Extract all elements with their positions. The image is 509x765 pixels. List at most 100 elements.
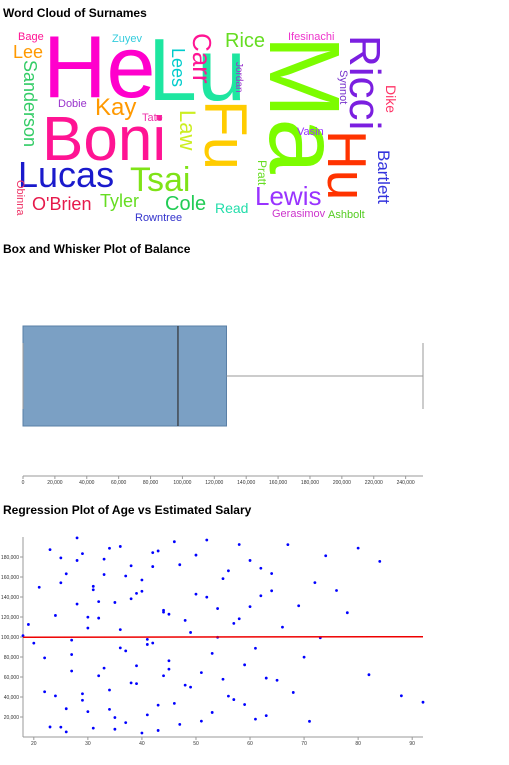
point: [378, 560, 382, 563]
point: [86, 626, 90, 630]
point: [97, 616, 101, 620]
word: Bage: [18, 31, 44, 43]
x-tick-label: 80: [355, 741, 361, 747]
point: [140, 731, 144, 735]
point: [308, 719, 311, 723]
point: [64, 707, 68, 711]
word: Pratt: [255, 160, 269, 186]
point: [221, 577, 225, 581]
word: Lu: [148, 20, 246, 119]
chart-title: Box and Whisker Plot of Balance: [3, 242, 191, 256]
point: [43, 656, 47, 660]
point: [264, 714, 268, 718]
y-tick-label: 80,000: [4, 655, 20, 661]
x-tick-label: 180,000: [301, 480, 319, 486]
point: [59, 581, 63, 585]
word: Bartlett: [374, 150, 393, 204]
point: [156, 549, 160, 553]
point: [270, 572, 274, 575]
point: [54, 694, 57, 698]
point: [135, 591, 138, 595]
point: [297, 604, 301, 608]
point: [243, 663, 247, 667]
point: [199, 671, 203, 674]
word: Lees: [168, 48, 188, 87]
point: [254, 717, 257, 721]
word: Fu: [192, 100, 259, 170]
point: [281, 625, 284, 629]
point: [113, 601, 117, 604]
word: Ifesinachi: [288, 31, 334, 43]
point: [205, 595, 209, 599]
x-tick-label: 140,000: [237, 480, 255, 486]
word: Cole: [165, 193, 206, 215]
point: [194, 592, 198, 596]
word: Boni: [42, 105, 166, 174]
point: [108, 688, 111, 692]
word: He: [43, 17, 156, 116]
word: Gerasimov: [272, 208, 326, 220]
point: [178, 563, 182, 567]
box: [22, 325, 227, 427]
word: Sanderson: [20, 60, 40, 147]
point: [178, 722, 182, 726]
point: [183, 619, 187, 622]
word: Tyler: [100, 191, 139, 211]
x-tick-label: 70: [301, 741, 307, 747]
word: Hu: [316, 130, 378, 200]
point: [421, 700, 425, 704]
point: [302, 655, 306, 659]
x-tick-label: 120,000: [205, 480, 223, 486]
point: [48, 725, 52, 729]
point: [113, 716, 117, 719]
word: Tsai: [130, 161, 190, 199]
x-tick-label: 90: [409, 741, 415, 747]
point: [81, 692, 84, 696]
y-tick-label: 160,000: [1, 575, 19, 581]
word: Kay: [95, 94, 136, 121]
point: [70, 653, 74, 656]
x-tick-label: 100,000: [173, 480, 191, 486]
word: Ricci: [340, 35, 389, 130]
y-tick-label: 60,000: [4, 675, 20, 681]
point: [145, 637, 149, 641]
point: [345, 611, 349, 615]
word: Zuyev: [112, 33, 142, 45]
point: [151, 641, 155, 645]
point: [270, 589, 274, 593]
word: Synnot: [337, 70, 349, 104]
x-tick-label: 60: [247, 741, 253, 747]
point: [237, 543, 241, 546]
point: [140, 578, 144, 582]
point: [37, 585, 41, 589]
word: Vasin: [297, 126, 324, 138]
point: [335, 589, 338, 592]
y-tick-label: 100,000: [1, 635, 19, 641]
point: [64, 572, 68, 576]
point: [199, 719, 203, 723]
point: [324, 554, 328, 558]
point: [264, 676, 268, 680]
point: [275, 678, 279, 682]
word: Jordan: [233, 62, 244, 93]
point: [210, 651, 214, 655]
x-tick-label: 240,000: [397, 480, 415, 486]
point: [237, 617, 241, 621]
point: [102, 557, 106, 561]
point: [48, 548, 52, 552]
point: [286, 543, 290, 547]
point: [124, 721, 128, 725]
point: [216, 607, 219, 610]
point: [113, 727, 117, 731]
point: [129, 681, 133, 685]
point: [124, 649, 128, 653]
point: [75, 559, 79, 562]
point: [232, 698, 236, 701]
point: [248, 605, 252, 609]
word: Obinna: [14, 180, 26, 216]
chart-title: Regression Plot of Age vs Estimated Sala…: [3, 503, 252, 517]
point: [75, 602, 79, 606]
point: [145, 643, 149, 646]
point: [135, 682, 138, 686]
word: Ashbolt: [328, 209, 365, 221]
